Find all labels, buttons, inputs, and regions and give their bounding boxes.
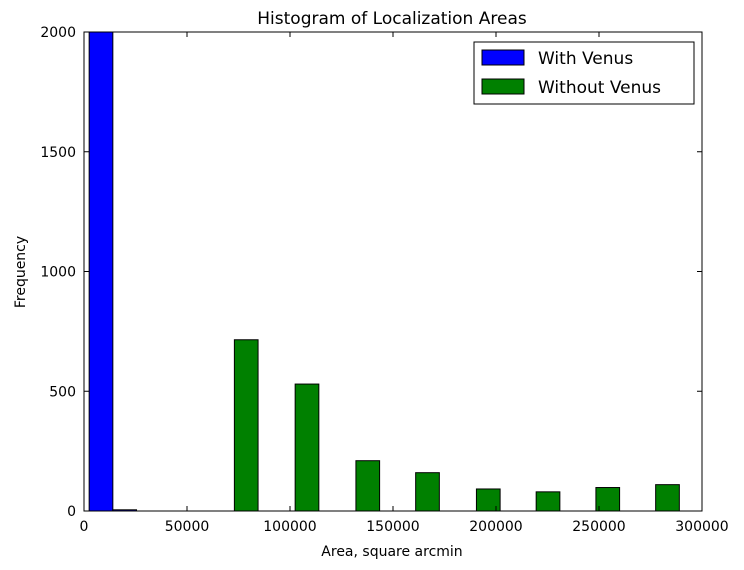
legend-swatch-with-venus [481,49,525,66]
y-axis-ticks: 0 500 1000 1500 2000 [40,25,702,520]
y-tick-label: 1000 [40,265,76,281]
y-tick-label: 1500 [40,145,76,161]
bar-without-venus-13 [535,491,561,512]
chart-title: Histogram of Localization Areas [257,9,527,29]
x-tick-label: 250000 [572,519,625,535]
legend: With Venus Without Venus [473,41,695,105]
x-axis-ticks: 0 50000 100000 150000 200000 250000 300000 [80,32,729,535]
x-tick-label: 100000 [263,519,316,535]
bar-without-venus-5 [294,383,320,512]
bar-with-venus-0 [88,31,114,512]
bars-group [88,31,680,512]
bar-without-venus-3 [233,339,259,512]
x-tick-label: 200000 [469,519,522,535]
legend-swatch-without-venus [481,78,525,95]
bar-without-venus-17 [655,484,680,512]
legend-label-without-venus: Without Venus [538,78,661,98]
y-tick-label: 500 [49,384,76,400]
x-tick-label: 50000 [165,519,210,535]
x-tick-label: 0 [80,519,89,535]
x-axis-label: Area, square arcmin [321,544,462,560]
y-axis-label: Frequency [13,236,29,308]
bar-without-venus-11 [475,488,501,512]
y-tick-label: 2000 [40,25,76,41]
y-tick-label: 0 [67,504,76,520]
x-tick-label: 150000 [366,519,419,535]
bar-without-venus-9 [415,472,440,512]
legend-label-with-venus: With Venus [538,49,633,69]
x-tick-label: 300000 [675,519,728,535]
bar-without-venus-7 [355,460,381,512]
